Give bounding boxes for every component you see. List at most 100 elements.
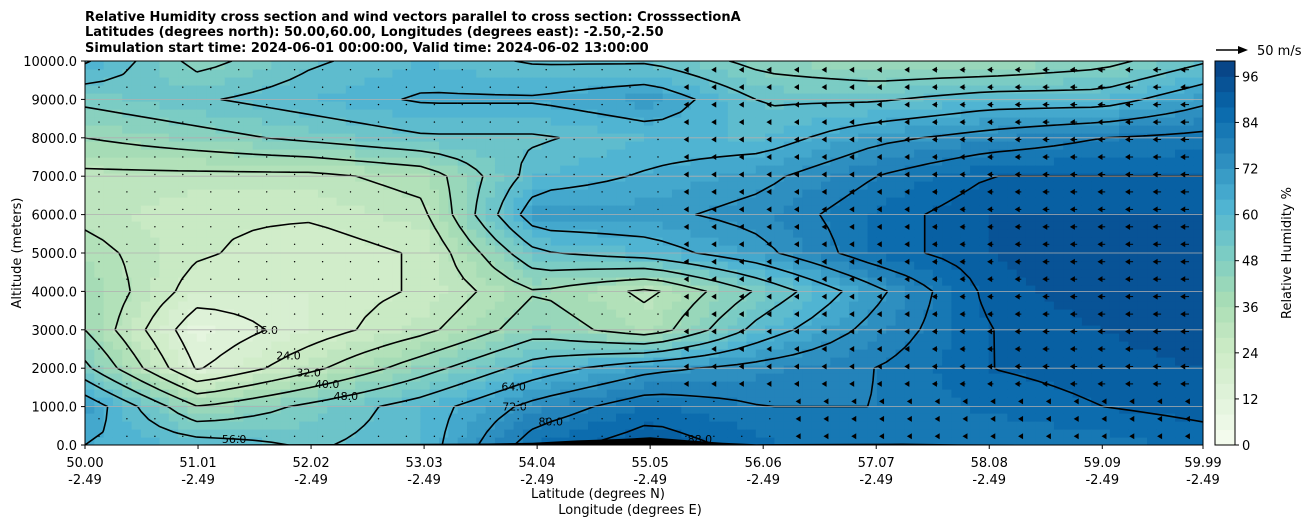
rh-cell — [783, 261, 794, 270]
rh-cell — [196, 277, 207, 286]
rh-cell — [401, 333, 412, 342]
rh-cell — [345, 93, 356, 102]
rh-cell — [243, 245, 254, 254]
rh-cell — [653, 333, 664, 342]
rh-cell — [662, 381, 673, 390]
rh-cell — [224, 101, 235, 110]
rh-cell — [644, 133, 654, 142]
rh-cell — [94, 277, 105, 286]
rh-cell — [970, 125, 980, 134]
rh-cell — [420, 277, 431, 286]
rh-cell — [457, 189, 468, 198]
rh-cell — [625, 197, 636, 206]
rh-cell — [625, 93, 636, 102]
rh-cell — [513, 333, 524, 342]
rh-cell — [252, 421, 263, 430]
rh-cell — [830, 237, 841, 246]
rh-cell — [308, 333, 319, 342]
rh-cell — [327, 133, 338, 142]
rh-cell — [485, 109, 496, 118]
rh-cell — [327, 69, 338, 78]
rh-cell — [280, 237, 291, 246]
rh-cell — [289, 213, 300, 222]
rh-cell — [448, 109, 459, 118]
rh-cell — [401, 69, 412, 78]
rh-cell — [271, 173, 282, 182]
rh-cell — [886, 157, 897, 166]
rh-cell — [942, 109, 953, 118]
rh-cell — [336, 261, 347, 270]
rh-cell — [988, 133, 999, 142]
rh-cell — [262, 333, 272, 342]
rh-cell — [494, 333, 505, 342]
rh-cell — [848, 349, 859, 358]
rh-cell — [876, 421, 887, 430]
rh-cell — [262, 237, 272, 246]
rh-cell — [122, 381, 133, 390]
rh-cell — [876, 261, 887, 270]
rh-cell — [858, 373, 869, 382]
rh-cell — [895, 117, 906, 126]
rh-cell — [476, 309, 487, 318]
rh-cell — [252, 213, 263, 222]
rh-cell — [364, 133, 375, 142]
rh-cell — [988, 237, 999, 246]
rh-cell — [951, 181, 962, 190]
rh-cell — [513, 405, 524, 414]
rh-cell — [597, 357, 608, 366]
rh-cell — [280, 365, 291, 374]
rh-cell — [597, 341, 608, 350]
rh-cell — [541, 309, 552, 318]
rh-cell — [644, 157, 654, 166]
rh-cell — [699, 373, 710, 382]
rh-cell — [830, 141, 841, 150]
rh-cell — [625, 133, 636, 142]
rh-cell — [988, 253, 999, 262]
rh-cell — [588, 181, 599, 190]
rh-cell — [383, 309, 394, 318]
rh-cell — [1016, 189, 1027, 198]
rh-cell — [904, 237, 915, 246]
rh-cell — [783, 133, 794, 142]
rh-cell — [886, 205, 897, 214]
rh-cell — [168, 261, 179, 270]
rh-cell — [644, 333, 654, 342]
rh-cell — [420, 421, 431, 430]
rh-cell — [494, 429, 505, 438]
rh-cell — [476, 181, 487, 190]
rh-cell — [457, 325, 468, 334]
rh-cell — [112, 245, 123, 254]
rh-cell — [494, 405, 505, 414]
rh-cell — [429, 261, 440, 270]
rh-cell — [252, 293, 263, 302]
rh-cell — [1035, 373, 1046, 382]
rh-cell — [364, 181, 375, 190]
rh-cell — [131, 117, 142, 126]
rh-cell — [979, 437, 990, 445]
rh-cell — [140, 165, 151, 174]
rh-cell — [904, 325, 915, 334]
rh-cell — [588, 165, 599, 174]
rh-cell — [345, 325, 356, 334]
rh-cell — [336, 133, 347, 142]
rh-cell — [839, 357, 850, 366]
rh-cell — [644, 197, 654, 206]
rh-cell — [373, 325, 384, 334]
rh-cell — [671, 261, 682, 270]
rh-cell — [662, 389, 673, 398]
rh-cell — [336, 405, 347, 414]
rh-cell — [588, 309, 599, 318]
rh-cell — [140, 173, 151, 182]
rh-cell — [299, 229, 310, 238]
rh-cell — [243, 365, 254, 374]
rh-cell — [699, 125, 710, 134]
rh-cell — [364, 333, 375, 342]
rh-cell — [243, 237, 254, 246]
rh-cell — [429, 69, 440, 78]
rh-cell — [616, 413, 626, 422]
rh-cell — [951, 125, 962, 134]
rh-cell — [765, 301, 776, 310]
rh-cell — [262, 245, 272, 254]
rh-cell — [383, 333, 394, 342]
rh-cell — [625, 301, 636, 310]
